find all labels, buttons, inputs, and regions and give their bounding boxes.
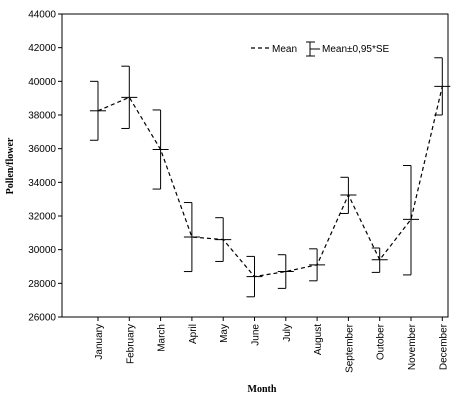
y-tick-label: 44000 [28,10,56,21]
y-tick-label: 38000 [28,111,56,122]
error-bar [183,202,200,273]
y-tick-label: 32000 [28,212,56,223]
x-axis: January February March April May June July Augu… [94,317,449,373]
x-tick-label: June [251,324,262,346]
y-axis-title: Pollen/flower [5,137,16,194]
mean-series-line [97,86,443,278]
x-tick-label: May [219,324,230,343]
x-tick-label: February [125,324,136,364]
x-tick-label: January [94,324,105,360]
x-tick-label: April [188,324,199,344]
error-bars [90,57,451,298]
y-tick-label: 36000 [28,144,56,155]
legend-errorbar-label: Mean±0,95*SE [322,44,390,55]
y-tick-label: 34000 [28,178,56,189]
y-tick-label: 40000 [28,77,56,88]
y-axis: 26000 28000 30000 32000 34000 36000 38000 40000… [28,10,62,324]
x-tick-label: November [407,323,418,370]
legend-mean-label: Mean [272,44,297,55]
y-tick-label: 26000 [28,313,56,324]
error-bar [371,247,388,273]
y-tick-label: 30000 [28,245,56,256]
error-bar [277,254,294,289]
x-axis-title: Month [248,384,277,395]
y-tick-label: 28000 [28,279,56,290]
x-tick-label: July [282,324,293,342]
error-bar [121,65,138,129]
y-tick-label: 42000 [28,43,56,54]
legend-errorbar-swatch [306,41,320,57]
x-tick-label: September [344,323,355,373]
x-tick-label: March [157,324,168,352]
x-tick-label: Outober [376,323,387,360]
error-bar [403,165,419,276]
x-tick-label: August [313,324,324,355]
error-bar [90,80,106,141]
legend: Mean Mean±0,95*SE [251,41,390,57]
x-tick-label: December [438,323,449,370]
